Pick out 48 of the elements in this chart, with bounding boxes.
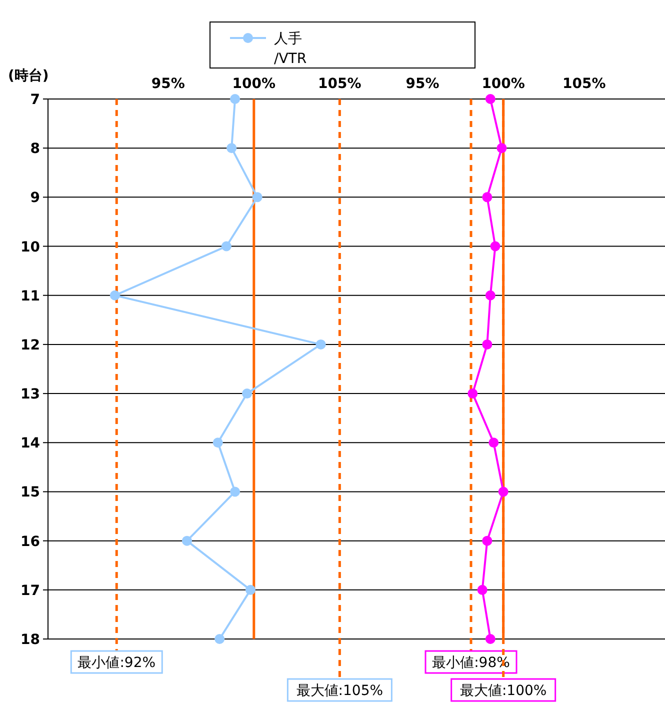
ref-line-label: 最大値:105% xyxy=(296,683,384,699)
point xyxy=(496,143,507,154)
point xyxy=(212,438,223,448)
point xyxy=(485,634,496,644)
y-tick-label: 7 xyxy=(30,92,40,108)
y-tick-label: 10 xyxy=(20,239,40,256)
legend-label: 人手 /VTR xyxy=(274,31,307,67)
point xyxy=(488,438,499,448)
y-tick-label: 14 xyxy=(20,436,40,452)
point xyxy=(245,584,256,595)
point xyxy=(182,536,192,546)
x-tick-label: 100% xyxy=(232,76,276,92)
point xyxy=(468,388,478,399)
point xyxy=(485,94,496,104)
point xyxy=(485,290,496,300)
point xyxy=(316,339,326,350)
point xyxy=(252,192,262,202)
point xyxy=(214,634,225,644)
y-tick-label: 12 xyxy=(20,337,40,354)
x-tick-label: 95% xyxy=(151,76,185,92)
y-tick-label: 9 xyxy=(30,190,40,206)
x-tick-label: 95% xyxy=(406,76,440,92)
y-tick-label: 18 xyxy=(20,632,40,648)
point xyxy=(242,388,252,399)
y-tick-label: 17 xyxy=(20,582,40,599)
x-tick-label: 105% xyxy=(318,76,362,92)
point xyxy=(482,339,492,350)
point xyxy=(498,486,508,497)
y-tick-label: 11 xyxy=(20,288,40,304)
y-tick-label: 15 xyxy=(20,484,40,501)
point xyxy=(482,536,492,546)
y-axis-title: (時台) xyxy=(8,68,49,84)
ref-line-label: 最小値:92% xyxy=(78,655,156,671)
point xyxy=(230,486,240,497)
point xyxy=(477,584,488,595)
y-tick-label: 13 xyxy=(20,386,40,403)
x-tick-label: 105% xyxy=(562,76,606,92)
point xyxy=(226,143,237,154)
point xyxy=(110,290,120,300)
y-tick-label: 16 xyxy=(20,534,40,550)
x-tick-label: 100% xyxy=(482,76,525,92)
ref-line-label: 最大値:100% xyxy=(460,683,547,699)
point xyxy=(482,192,492,202)
point xyxy=(490,241,500,252)
point xyxy=(230,94,240,104)
y-tick-label: 8 xyxy=(30,141,40,158)
point xyxy=(221,241,232,252)
ref-line-label: 最小値:98% xyxy=(432,655,510,671)
